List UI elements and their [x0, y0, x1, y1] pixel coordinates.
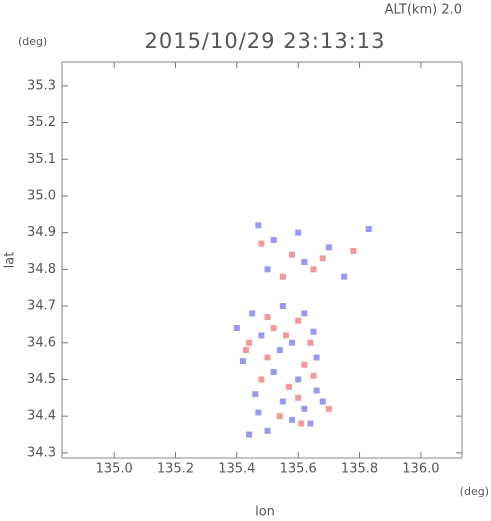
echo-point: [255, 409, 262, 416]
x-tick-label: 135.6: [280, 462, 317, 477]
echo-point: [279, 398, 286, 405]
echo-point: [264, 266, 271, 273]
echo-point: [264, 354, 271, 361]
echo-point: [325, 244, 332, 251]
y-tick-label: 34.3: [27, 445, 56, 460]
y-tick-label: 34.8: [27, 262, 56, 277]
echo-point: [282, 332, 289, 339]
echo-point: [295, 229, 302, 236]
echo-point: [243, 347, 250, 354]
echo-point: [295, 317, 302, 324]
echo-point: [310, 266, 317, 273]
echo-point: [298, 420, 305, 427]
echo-point: [258, 376, 265, 383]
echo-point: [258, 332, 265, 339]
y-tick-label: 35.2: [27, 115, 56, 130]
plot-frame: [61, 61, 463, 459]
echo-point: [295, 376, 302, 383]
echo-point: [285, 383, 292, 390]
echo-point: [350, 248, 357, 255]
x-tick-label: 135.8: [341, 462, 378, 477]
echo-point: [295, 394, 302, 401]
echo-point: [313, 387, 320, 394]
altitude-label: ALT(km) 2.0: [385, 3, 462, 18]
echo-point: [270, 236, 277, 243]
echo-point: [319, 398, 326, 405]
echo-point: [307, 420, 314, 427]
echo-point: [279, 303, 286, 310]
echo-point: [276, 413, 283, 420]
echo-point: [301, 405, 308, 412]
echo-point: [264, 427, 271, 434]
echo-point: [289, 339, 296, 346]
echo-point: [325, 405, 332, 412]
echo-point: [301, 259, 308, 266]
echo-point: [310, 372, 317, 379]
y-axis-label: lat: [3, 252, 18, 269]
echo-point: [279, 273, 286, 280]
y-tick-label: 34.6: [27, 335, 56, 350]
chart-title: 2015/10/29 23:13:13: [144, 29, 385, 53]
echo-point: [264, 314, 271, 321]
y-tick-label: 35.3: [27, 78, 56, 93]
y-tick-label: 34.9: [27, 225, 56, 240]
x-tick-label: 136.0: [402, 462, 439, 477]
echo-point: [289, 416, 296, 423]
y-tick-label: 34.5: [27, 372, 56, 387]
echo-point: [341, 273, 348, 280]
y-tick-label: 35.1: [27, 152, 56, 167]
y-tick-label: 35.0: [27, 188, 56, 203]
x-tick-label: 135.2: [157, 462, 194, 477]
echo-point: [276, 347, 283, 354]
y-tick-label: 34.7: [27, 299, 56, 314]
y-tick-label: 34.4: [27, 409, 56, 424]
echo-point: [289, 251, 296, 258]
x-unit: (deg): [460, 485, 489, 498]
echo-point: [270, 369, 277, 376]
echo-point: [301, 361, 308, 368]
y-unit: (deg): [18, 35, 47, 48]
echo-point: [246, 339, 253, 346]
echo-point: [307, 339, 314, 346]
echo-point: [255, 222, 262, 229]
echo-point: [270, 325, 277, 332]
echo-point: [313, 354, 320, 361]
x-tick-label: 135.4: [218, 462, 255, 477]
echo-point: [258, 240, 265, 247]
echo-point: [239, 358, 246, 365]
x-axis-label: lon: [255, 505, 275, 520]
echo-point: [319, 255, 326, 262]
echo-point: [365, 225, 372, 232]
echo-point: [246, 431, 253, 438]
x-tick-label: 135.0: [96, 462, 133, 477]
echo-point: [252, 391, 259, 398]
echo-point: [249, 310, 256, 317]
echo-point: [233, 325, 240, 332]
echo-point: [310, 328, 317, 335]
echo-point: [301, 310, 308, 317]
